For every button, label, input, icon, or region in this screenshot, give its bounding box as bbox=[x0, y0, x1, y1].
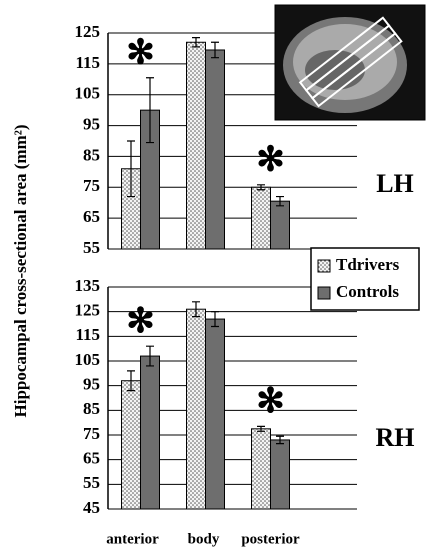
y-tick-label: 45 bbox=[83, 498, 100, 517]
y-tick-label: 105 bbox=[75, 350, 101, 369]
x-tick-label: body bbox=[188, 531, 220, 547]
y-tick-label: 85 bbox=[83, 399, 100, 418]
y-tick-label: 65 bbox=[83, 449, 100, 468]
y-tick-label: 125 bbox=[75, 301, 101, 320]
error-bar bbox=[276, 435, 284, 445]
panel-label: LH bbox=[376, 169, 414, 198]
error-bar bbox=[146, 77, 154, 144]
y-tick-label: 105 bbox=[75, 84, 101, 103]
legend-swatch bbox=[317, 259, 331, 273]
legend-swatch bbox=[317, 286, 331, 300]
error-bar bbox=[211, 41, 219, 59]
bar bbox=[251, 186, 271, 250]
error-bar bbox=[192, 37, 200, 48]
error-bar bbox=[211, 311, 219, 328]
error-bar bbox=[146, 345, 154, 367]
bar bbox=[121, 380, 141, 510]
error-bar bbox=[127, 140, 135, 198]
y-tick-label: 85 bbox=[83, 145, 100, 164]
y-axis-title: Hippocampal cross-sectional area (mm²) bbox=[11, 125, 30, 418]
y-tick-label: 135 bbox=[75, 276, 101, 295]
y-tick-label: 55 bbox=[83, 238, 100, 257]
significance-marker: ✻ bbox=[256, 383, 285, 420]
error-bar bbox=[192, 301, 200, 318]
panel-label: RH bbox=[376, 423, 415, 452]
y-tick-label: 75 bbox=[83, 424, 100, 443]
significance-marker: ✻ bbox=[256, 142, 285, 179]
x-tick-label: anterior bbox=[106, 531, 159, 547]
y-tick-label: 95 bbox=[83, 375, 100, 394]
bar bbox=[186, 41, 206, 250]
legend-label: Tdrivers bbox=[336, 255, 400, 274]
mri-inset bbox=[274, 4, 426, 121]
y-tick-label: 125 bbox=[75, 22, 101, 41]
legend: Tdrivers Controls bbox=[310, 247, 420, 311]
x-tick-label: posterior bbox=[241, 531, 300, 547]
bar bbox=[205, 49, 225, 250]
y-tick-label: 115 bbox=[75, 325, 100, 344]
y-tick-label: 65 bbox=[83, 207, 100, 226]
y-tick-label: 75 bbox=[83, 176, 100, 195]
significance-marker: ✻ bbox=[126, 303, 155, 340]
legend-box bbox=[310, 247, 420, 311]
bar bbox=[186, 308, 206, 510]
legend-label: Controls bbox=[336, 282, 399, 301]
bar bbox=[140, 355, 160, 510]
bar bbox=[270, 200, 290, 250]
y-tick-label: 95 bbox=[83, 114, 100, 133]
significance-marker: ✻ bbox=[126, 35, 155, 72]
error-bar bbox=[257, 425, 265, 432]
y-tick-label: 55 bbox=[83, 473, 100, 492]
bar bbox=[270, 439, 290, 510]
bar bbox=[205, 318, 225, 510]
bar bbox=[251, 428, 271, 510]
error-bar bbox=[257, 184, 265, 191]
error-bar bbox=[276, 195, 284, 207]
y-tick-label: 115 bbox=[75, 53, 100, 72]
error-bar bbox=[127, 370, 135, 392]
